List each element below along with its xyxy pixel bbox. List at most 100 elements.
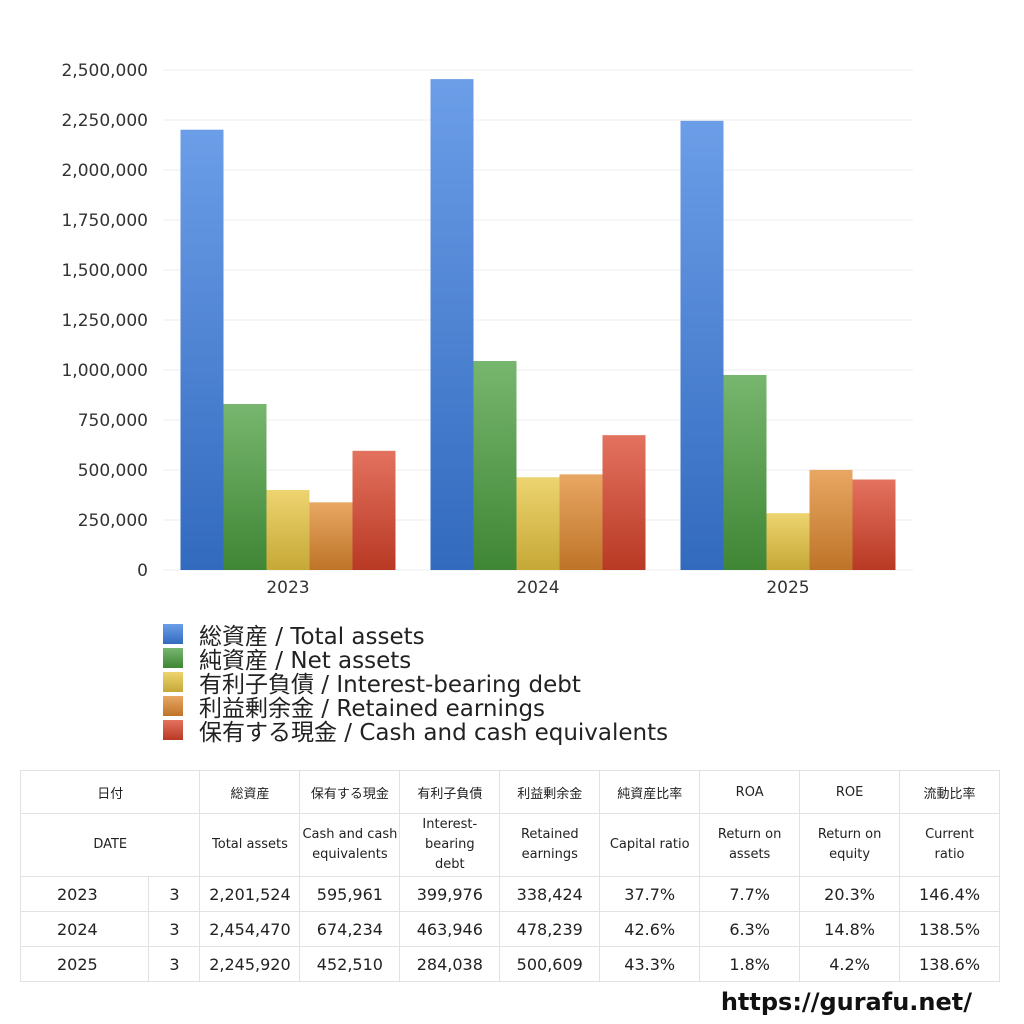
- bar: [516, 477, 560, 570]
- legend-item: 利益剰余金 / Retained earnings: [163, 694, 668, 722]
- bar: [602, 435, 646, 570]
- legend-label: 有利子負債 / Interest-bearing debt: [199, 672, 581, 698]
- bar: [180, 129, 224, 571]
- table-header-en: DATE Total assets Cash and cash equivalents…: [19, 813, 1000, 877]
- bar: [430, 79, 474, 570]
- table-cell: 146.4%: [899, 876, 1000, 912]
- table-cell: 2,454,470: [199, 911, 301, 947]
- legend-item: 総資産 / Total assets: [163, 622, 668, 650]
- site-url: https://gurafu.net/: [720, 988, 972, 1016]
- y-tick-label: 500,000: [78, 461, 148, 481]
- table-header-cell: 有利子負債: [399, 770, 501, 814]
- bar: [223, 404, 267, 570]
- bar: [266, 490, 310, 570]
- table-cell: 1.8%: [699, 946, 801, 982]
- bar: [766, 513, 810, 570]
- legend-swatch: [163, 696, 183, 716]
- bar: [723, 375, 767, 570]
- y-tick-label: 1,250,000: [61, 311, 148, 331]
- bar: [352, 450, 396, 570]
- table-header-cell: ROE: [799, 770, 901, 814]
- y-axis-ticks: 0 250,000 500,000 750,000 1,000,000 1,250,000…: [61, 61, 148, 581]
- table-cell: 3: [148, 946, 201, 982]
- legend-item: 保有する現金 / Cash and cash equivalents: [163, 718, 668, 746]
- table-cell: 399,976: [399, 876, 501, 912]
- table-cell: 452,510: [299, 946, 401, 982]
- bar: [309, 502, 353, 570]
- table-cell: 37.7%: [599, 876, 701, 912]
- table-cell: 20.3%: [799, 876, 901, 912]
- bar-chart: 0 250,000 500,000 750,000 1,000,000 1,250,000…: [61, 61, 913, 598]
- bars: [180, 79, 896, 571]
- table-header-cell: 総資産: [199, 770, 301, 814]
- table-cell: 284,038: [399, 946, 501, 982]
- table-header-cell: Retained earnings: [499, 813, 601, 877]
- y-tick-label: 1,750,000: [61, 211, 148, 231]
- table-header-cell: Cash and cash equivalents: [299, 813, 401, 877]
- table-header-cell: 日付: [19, 770, 201, 814]
- table-header-cell: Current ratio: [899, 813, 1000, 877]
- table-cell: 2024: [19, 911, 150, 947]
- financial-table: 日付 総資産 保有する現金 有利子負債 利益剰余金 純資産比率 ROA ROE 流動比率 DATE…: [19, 770, 1000, 982]
- x-tick-label: 2024: [516, 578, 559, 598]
- table-cell: 14.8%: [799, 911, 901, 947]
- table-header-cell: DATE: [19, 813, 201, 877]
- legend-swatch: [163, 720, 183, 740]
- table-row: 2023 3 2,201,524 595,961 399,976 338,424 37.7%…: [19, 876, 1000, 912]
- bar: [473, 361, 517, 570]
- y-tick-label: 2,500,000: [61, 61, 148, 81]
- table-header-cell: Interest-bearing debt: [399, 813, 501, 877]
- table-cell: 2,201,524: [199, 876, 301, 912]
- y-tick-label: 2,000,000: [61, 161, 148, 181]
- table-header-cell: 保有する現金: [299, 770, 401, 814]
- bar: [680, 120, 724, 570]
- table-cell: 6.3%: [699, 911, 801, 947]
- table-row: 2025 3 2,245,920 452,510 284,038 500,609 43.3%…: [19, 946, 1000, 982]
- table-header-cell: Return on equity: [799, 813, 901, 877]
- bar: [559, 474, 603, 570]
- y-tick-label: 0: [137, 561, 148, 581]
- x-axis-ticks: 2023 2024 2025: [266, 578, 809, 598]
- table-cell: 595,961: [299, 876, 401, 912]
- table-cell: 2023: [19, 876, 150, 912]
- table-header-cell: 流動比率: [899, 770, 1000, 814]
- table-cell: 478,239: [499, 911, 601, 947]
- table-header-cell: Return on assets: [699, 813, 801, 877]
- table-cell: 4.2%: [799, 946, 901, 982]
- legend-label: 総資産 / Total assets: [199, 624, 425, 650]
- table-header-cell: 純資産比率: [599, 770, 701, 814]
- x-tick-label: 2023: [266, 578, 309, 598]
- table-header-cell: 利益剰余金: [499, 770, 601, 814]
- table-cell: 3: [148, 911, 201, 947]
- table-cell: 3: [148, 876, 201, 912]
- legend-label: 純資産 / Net assets: [199, 648, 412, 674]
- x-tick-label: 2025: [766, 578, 809, 598]
- legend-swatch: [163, 624, 183, 644]
- y-tick-label: 250,000: [78, 511, 148, 531]
- table-cell: 42.6%: [599, 911, 701, 947]
- table-cell: 500,609: [499, 946, 601, 982]
- y-tick-label: 2,250,000: [61, 111, 148, 131]
- legend-item: 純資産 / Net assets: [163, 646, 668, 674]
- bar: [852, 479, 896, 570]
- table-header-cell: Capital ratio: [599, 813, 701, 877]
- table-cell: 138.6%: [899, 946, 1000, 982]
- table-cell: 43.3%: [599, 946, 701, 982]
- legend-label: 保有する現金 / Cash and cash equivalents: [199, 720, 669, 746]
- legend-swatch: [163, 672, 183, 692]
- table-cell: 463,946: [399, 911, 501, 947]
- legend: 総資産 / Total assets 純資産 / Net assets 有利子負…: [163, 622, 668, 746]
- legend-item: 有利子負債 / Interest-bearing debt: [163, 670, 668, 698]
- y-tick-label: 1,500,000: [61, 261, 148, 281]
- bar: [809, 469, 853, 570]
- y-tick-label: 750,000: [78, 411, 148, 431]
- table-cell: 7.7%: [699, 876, 801, 912]
- legend-swatch: [163, 648, 183, 668]
- y-tick-label: 1,000,000: [61, 361, 148, 381]
- table-header-jp: 日付 総資産 保有する現金 有利子負債 利益剰余金 純資産比率 ROA ROE 流動比率: [19, 770, 1000, 814]
- table-header-cell: Total assets: [199, 813, 301, 877]
- table-cell: 2025: [19, 946, 150, 982]
- table-header-cell: ROA: [699, 770, 801, 814]
- legend-label: 利益剰余金 / Retained earnings: [199, 696, 546, 722]
- table-cell: 2,245,920: [199, 946, 301, 982]
